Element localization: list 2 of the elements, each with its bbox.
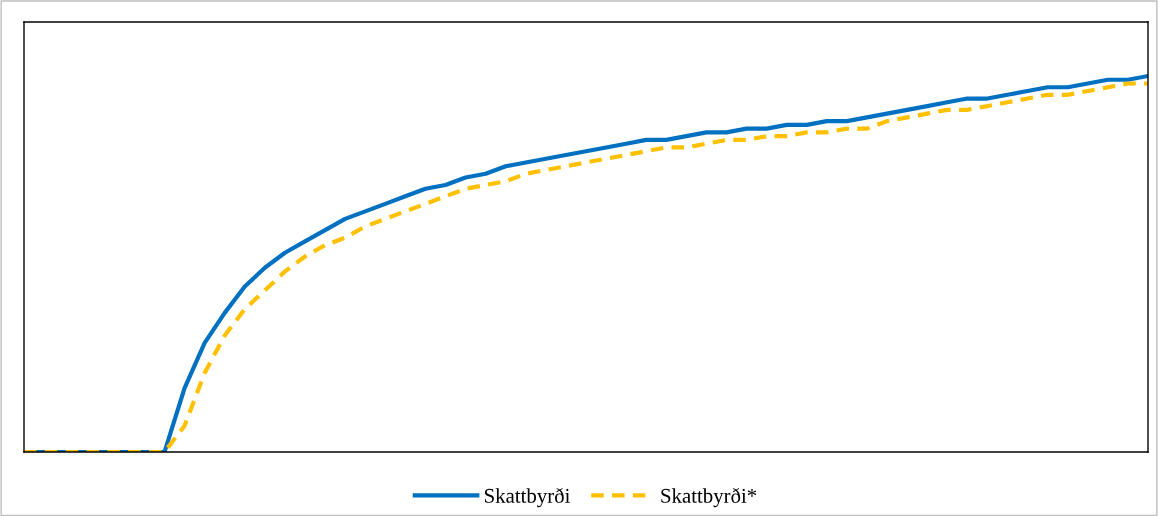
legend-label: Skattbyrði — [484, 487, 570, 508]
legend-label: Skattbyrði* — [661, 487, 757, 508]
